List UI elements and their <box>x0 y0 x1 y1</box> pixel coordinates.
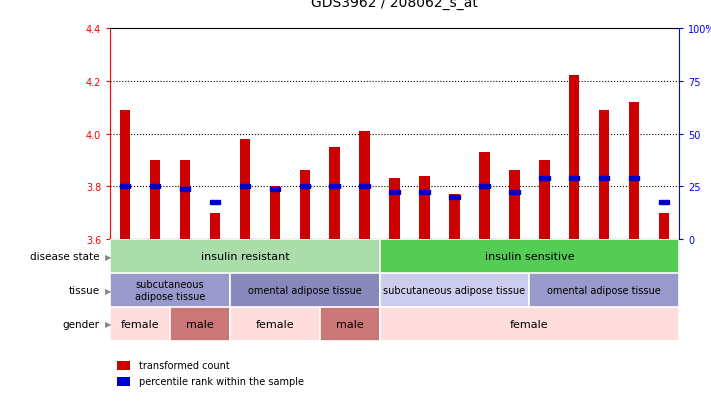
Bar <box>390 179 400 240</box>
Bar <box>110 273 230 307</box>
Bar <box>299 185 310 189</box>
Bar <box>240 185 250 189</box>
Bar <box>419 190 429 194</box>
Text: male: male <box>336 319 363 329</box>
Bar <box>180 161 191 240</box>
Bar <box>230 273 380 307</box>
Text: subcutaneous
adipose tissue: subcutaneous adipose tissue <box>135 280 205 301</box>
Bar <box>329 147 340 240</box>
Text: female: female <box>255 319 294 329</box>
Bar <box>659 213 669 240</box>
Bar <box>269 188 280 192</box>
Bar <box>150 185 161 189</box>
Text: subcutaneous adipose tissue: subcutaneous adipose tissue <box>383 285 525 295</box>
Text: tissue: tissue <box>68 285 100 295</box>
Bar <box>629 177 639 181</box>
Bar <box>170 307 230 341</box>
Bar <box>479 185 490 189</box>
Bar <box>299 171 310 240</box>
Bar <box>449 195 460 199</box>
Bar <box>240 140 250 240</box>
Text: female: female <box>121 319 159 329</box>
Bar <box>380 240 679 273</box>
Bar <box>390 190 400 194</box>
Bar <box>210 201 220 205</box>
Bar <box>509 190 520 194</box>
Text: female: female <box>510 319 549 329</box>
Bar <box>380 273 529 307</box>
Text: percentile rank within the sample: percentile rank within the sample <box>139 376 304 386</box>
Bar <box>210 213 220 240</box>
Bar <box>110 240 380 273</box>
Bar <box>329 185 340 189</box>
Bar <box>599 111 609 240</box>
Bar <box>419 176 429 240</box>
Bar <box>479 153 490 240</box>
Text: ▶: ▶ <box>105 320 111 329</box>
Bar <box>599 177 609 181</box>
Bar <box>120 111 130 240</box>
Text: transformed count: transformed count <box>139 361 230 370</box>
Text: gender: gender <box>63 319 100 329</box>
Text: GDS3962 / 208062_s_at: GDS3962 / 208062_s_at <box>311 0 478 10</box>
Text: insulin resistant: insulin resistant <box>201 252 289 261</box>
Bar <box>360 185 370 189</box>
Bar <box>230 307 320 341</box>
Bar <box>120 185 130 189</box>
Bar <box>150 161 161 240</box>
Bar <box>569 76 579 240</box>
Bar <box>110 307 170 341</box>
Bar <box>449 195 460 240</box>
Bar <box>269 187 280 240</box>
Text: insulin sensitive: insulin sensitive <box>484 252 574 261</box>
Bar <box>659 201 669 205</box>
Text: omental adipose tissue: omental adipose tissue <box>248 285 362 295</box>
Text: omental adipose tissue: omental adipose tissue <box>547 285 661 295</box>
Bar <box>529 273 679 307</box>
Bar <box>320 307 380 341</box>
Bar <box>380 307 679 341</box>
Bar <box>180 188 191 192</box>
Bar <box>629 103 639 240</box>
Bar <box>509 171 520 240</box>
Text: disease state: disease state <box>30 252 100 261</box>
Text: male: male <box>186 319 214 329</box>
Text: ▶: ▶ <box>105 286 111 295</box>
Bar <box>569 177 579 181</box>
Text: ▶: ▶ <box>105 252 111 261</box>
Bar <box>539 161 550 240</box>
Bar <box>360 132 370 240</box>
Bar <box>539 177 550 181</box>
